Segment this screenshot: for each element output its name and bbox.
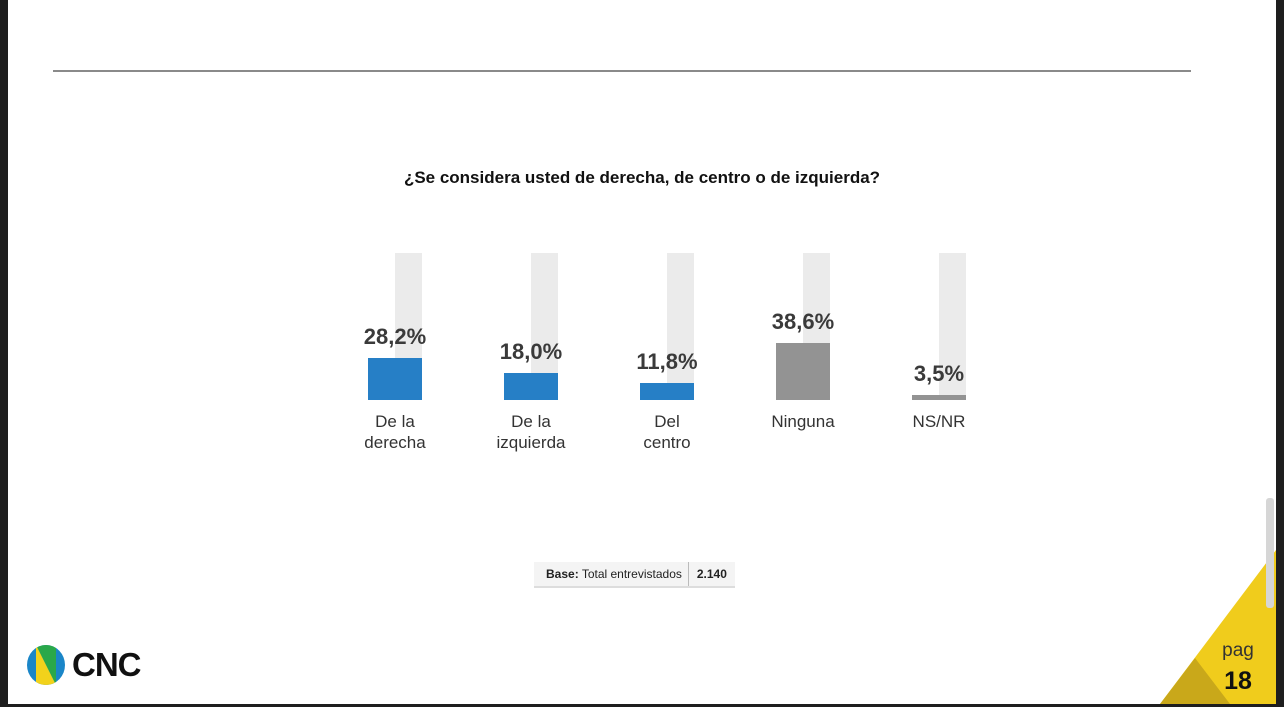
category-label-line: NS/NR: [912, 412, 966, 431]
category-label-line: centro: [643, 433, 691, 452]
category-label: De la derecha: [330, 411, 460, 453]
value-label: 11,8%: [636, 348, 698, 374]
value-label: 38,6%: [771, 308, 835, 334]
scrollbar[interactable]: [1266, 498, 1274, 608]
category-label: Ninguna: [738, 411, 868, 432]
slide: ¿Se considera usted de derecha, de centr…: [8, 0, 1276, 704]
bar: [640, 382, 694, 400]
base-text: Total entrevistados: [581, 567, 682, 581]
bar-track: [667, 253, 694, 400]
bar-chart: 28,2% De la derecha 18,0% De la izquierda 11,8…: [8, 0, 1276, 704]
category-label-line: derecha: [364, 433, 426, 452]
bar: [776, 342, 830, 400]
bar: [368, 358, 422, 400]
cnc-logo-icon: [27, 645, 65, 685]
page-number: 18: [1224, 667, 1252, 695]
base-value: 2.140: [687, 562, 735, 586]
bar: [912, 394, 966, 400]
value-label: 3,5%: [913, 360, 965, 386]
category-label-line: izquierda: [496, 433, 566, 452]
page-corner-decoration: [1160, 550, 1276, 704]
logo-text: CNC: [72, 646, 141, 683]
chart-title: ¿Se considera usted de derecha, de centr…: [403, 168, 881, 187]
bar-track: [939, 253, 966, 400]
category-label-line: Ninguna: [771, 412, 835, 431]
base-label: Base:: [546, 567, 579, 581]
category-label: Del centro: [602, 411, 732, 453]
category-label: De la izquierda: [466, 411, 596, 453]
category-label-line: Del: [654, 412, 680, 431]
value-label: 28,2%: [363, 324, 427, 350]
header-rule: [53, 70, 1191, 72]
cnc-logo: CNC: [26, 645, 141, 685]
value-label: 18,0%: [499, 339, 563, 365]
category-label-line: De la: [511, 412, 551, 431]
category-label: NS/NR: [874, 411, 1004, 432]
page-label: pag: [1222, 640, 1254, 661]
bar: [504, 373, 558, 400]
category-label-line: De la: [375, 412, 415, 431]
base-note: Base: Total entrevistados 2.140: [534, 562, 735, 588]
